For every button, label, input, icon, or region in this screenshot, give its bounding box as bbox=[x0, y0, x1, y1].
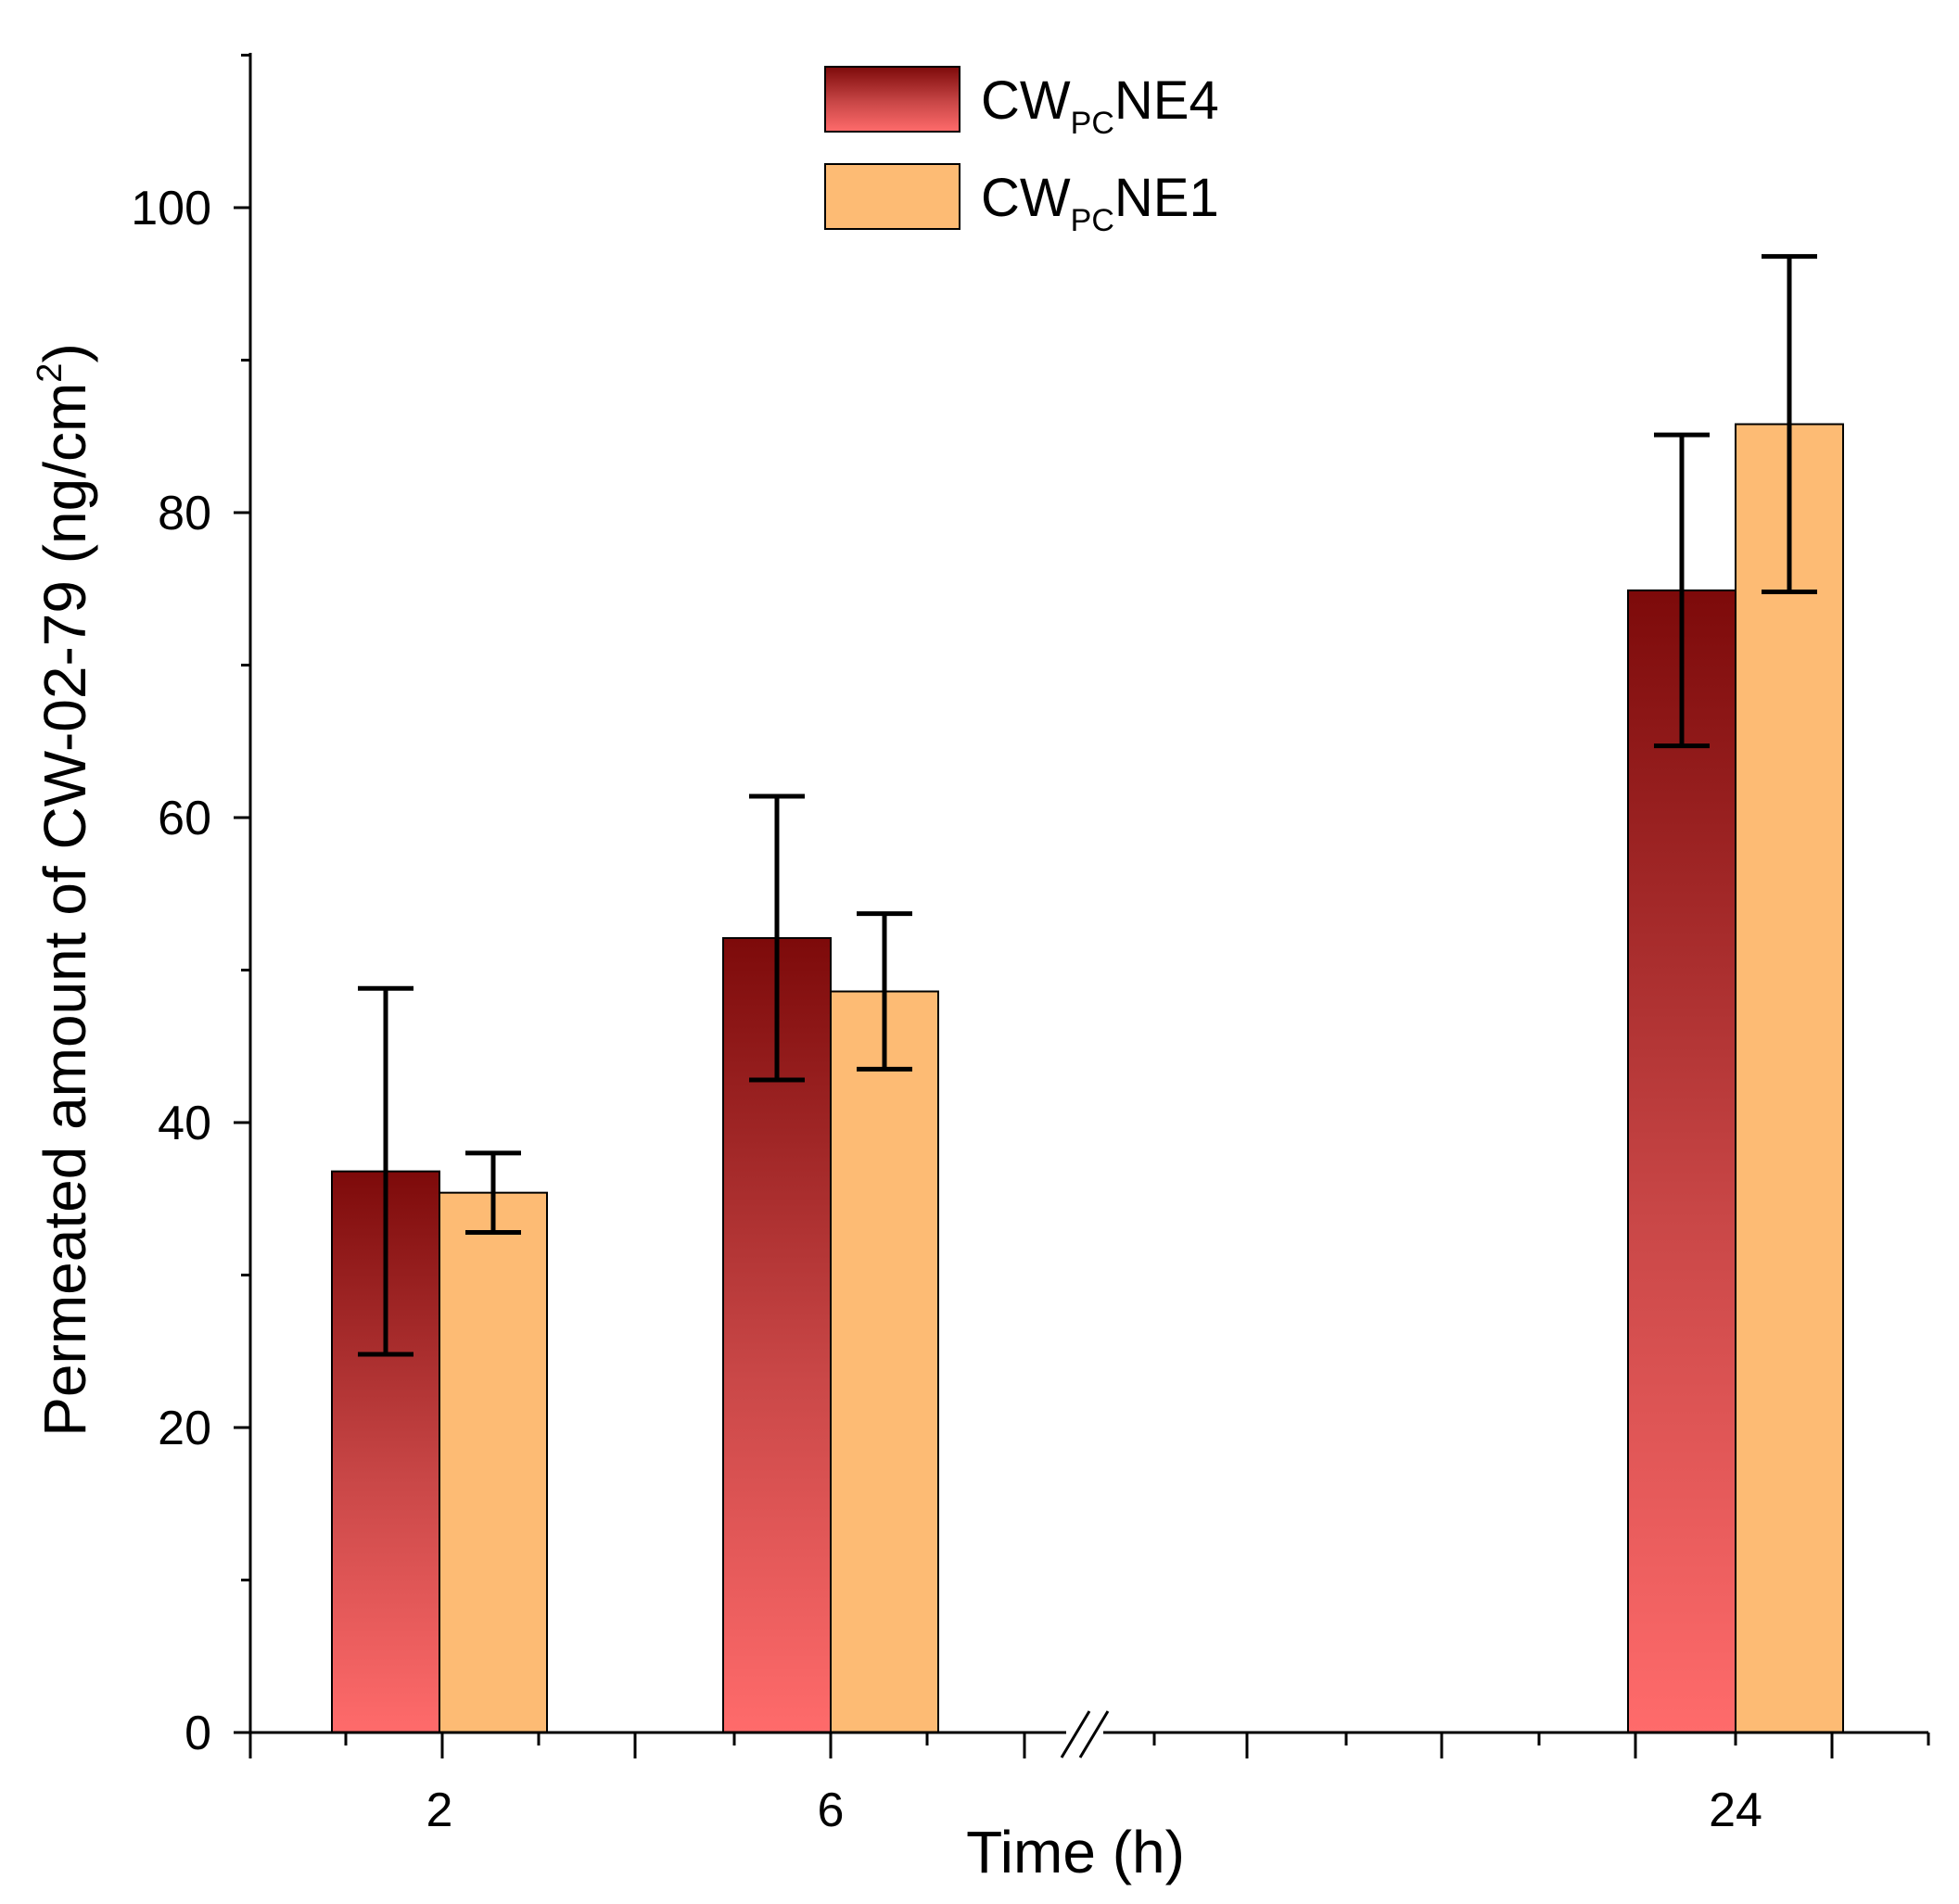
error-bar-ne4-6h bbox=[749, 793, 805, 1083]
x-tick-label-6: 6 bbox=[818, 1783, 845, 1837]
x-axis-title: Time (h) bbox=[966, 1819, 1185, 1885]
y-tick-label-0: 0 bbox=[184, 1707, 211, 1760]
axes bbox=[248, 53, 1928, 1758]
error-bar-ne4-2h bbox=[358, 985, 413, 1357]
legend-swatch-ne4 bbox=[824, 66, 960, 133]
x-tick-label-2: 2 bbox=[426, 1783, 453, 1837]
bar-ne4-24h bbox=[1627, 589, 1736, 1733]
y-tick-label-60: 60 bbox=[158, 792, 211, 845]
legend-swatch-ne1 bbox=[824, 163, 960, 230]
y-axis-title: Permeated amount of CW-02-79 (ng/cm2) bbox=[31, 343, 98, 1437]
legend-label-ne4: CWPCNE4 bbox=[981, 70, 1219, 141]
legend: CWPCNE4 CWPCNE1 bbox=[824, 66, 1219, 238]
y-tick-label-80: 80 bbox=[158, 487, 211, 540]
x-tick-label-24: 24 bbox=[1709, 1783, 1762, 1837]
bar-ne1-24h bbox=[1735, 423, 1844, 1734]
error-bar-ne1-6h bbox=[857, 911, 912, 1072]
y-ticks-layer: 0 20 40 60 80 100 bbox=[131, 54, 250, 1760]
bar-ne1-2h bbox=[439, 1191, 548, 1734]
error-bar-ne1-24h bbox=[1762, 254, 1817, 595]
y-tick-label-100: 100 bbox=[131, 182, 211, 235]
bar-ne1-6h bbox=[830, 990, 939, 1733]
x-ticks-layer: 2 6 24 bbox=[248, 1733, 1930, 1837]
axis-break-marks bbox=[1060, 1710, 1110, 1758]
error-bar-ne1-2h bbox=[465, 1150, 521, 1235]
bars-layer bbox=[331, 423, 1844, 1734]
error-bar-ne4-24h bbox=[1654, 432, 1710, 749]
error-bars-layer bbox=[358, 254, 1817, 1357]
y-tick-label-20: 20 bbox=[158, 1402, 211, 1455]
y-tick-label-40: 40 bbox=[158, 1097, 211, 1150]
legend-label-ne1: CWPCNE1 bbox=[981, 168, 1219, 238]
